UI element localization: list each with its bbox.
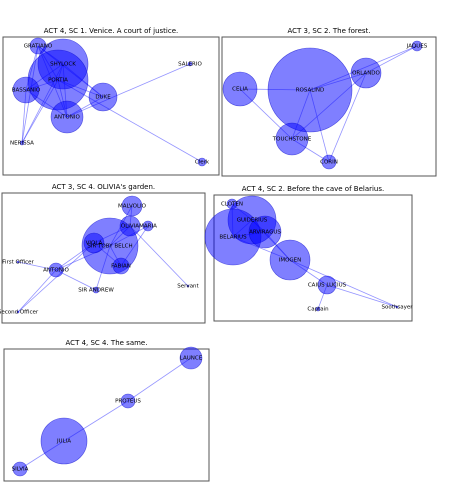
- node-label: Captain: [307, 307, 329, 313]
- node-label: CORIN: [320, 160, 338, 166]
- node-label: NERISSA: [10, 141, 34, 147]
- panel-title: ACT 4, SC 1. Venice. A court of justice.: [44, 27, 178, 35]
- node-label: ANTONIO: [54, 115, 80, 121]
- node: [317, 275, 337, 295]
- node: [395, 305, 399, 309]
- panel-title: ACT 4, SC 2. Before the cave of Belarius…: [242, 185, 385, 193]
- node: [179, 346, 203, 370]
- node: [275, 122, 309, 156]
- node: [142, 220, 154, 232]
- node: [267, 47, 353, 133]
- node-label: SIR ANDREW: [78, 288, 114, 294]
- edge: [127, 357, 192, 402]
- node-label: CLOTEN: [221, 202, 243, 208]
- panel-frame: [213, 194, 413, 322]
- node: [50, 100, 84, 134]
- node-label: LAUNCE: [180, 356, 203, 362]
- node-label: SHYLOCK: [50, 62, 76, 68]
- node-label: BELARIUS: [219, 235, 247, 241]
- node-label: SIR TOBY BELCH: [87, 244, 132, 250]
- node: [48, 262, 64, 278]
- node: [186, 284, 190, 288]
- panel-title: ACT 3, SC 4. OLIVIA's garden.: [52, 183, 155, 191]
- node: [120, 393, 136, 409]
- node-label: MALVOLIO: [118, 204, 147, 210]
- panel-title: ACT 3, SC 2. The forest.: [287, 27, 370, 35]
- node-label: Second Officer: [0, 310, 39, 316]
- node-label: TOUCHSTONE: [272, 137, 312, 143]
- node-label: CAIUS LUCIUS: [308, 283, 347, 289]
- node-label: GRATIANO: [24, 44, 53, 50]
- node: [315, 306, 321, 312]
- edge: [66, 63, 191, 118]
- node-label: ROSALIND: [296, 88, 325, 94]
- panel-frame: [221, 36, 437, 177]
- edge: [55, 269, 97, 291]
- node-label: OLIVIA: [121, 224, 139, 230]
- node-label: MARIA: [139, 224, 157, 230]
- node-label: Servant: [177, 284, 199, 290]
- node-label: GUIDERIUS: [237, 218, 268, 224]
- node: [112, 257, 130, 275]
- node: [197, 157, 207, 167]
- node: [16, 260, 20, 264]
- node: [411, 40, 423, 52]
- node-label: ANTONIO: [43, 268, 69, 274]
- node-label: VIOLA: [86, 241, 103, 247]
- node-label: BASSANIO: [12, 88, 41, 94]
- node-label: ORLANDO: [352, 71, 380, 77]
- node: [19, 140, 25, 146]
- node-label: IMOGEN: [279, 258, 302, 264]
- node-label: JAQUES: [406, 44, 428, 50]
- panel-frame: [2, 36, 220, 176]
- node: [350, 57, 382, 89]
- node-label: PORTIA: [48, 78, 68, 84]
- node-label: JULIA: [56, 439, 71, 445]
- node-label: PROTEUS: [115, 399, 141, 405]
- edge: [17, 269, 57, 313]
- node: [187, 61, 193, 67]
- edge: [328, 72, 367, 163]
- panel-frame: [3, 348, 210, 482]
- node: [12, 76, 40, 104]
- node: [269, 239, 311, 281]
- panel-frame: [1, 192, 206, 324]
- node-label: First Officer: [2, 260, 34, 266]
- edge: [326, 284, 398, 308]
- panel-title: ACT 4, SC 4. The same.: [66, 339, 148, 347]
- node: [92, 286, 100, 294]
- node: [248, 215, 282, 249]
- node-label: DUKE: [95, 95, 111, 101]
- node: [12, 461, 28, 477]
- node: [40, 417, 88, 465]
- node-label: FABIAN: [111, 264, 131, 270]
- node: [222, 71, 258, 107]
- node-label: Soothsayer: [382, 305, 414, 311]
- edge: [129, 225, 189, 287]
- edge: [17, 242, 95, 313]
- node: [16, 310, 20, 314]
- node: [88, 82, 118, 112]
- node-label: SALERIO: [178, 62, 202, 68]
- node-label: CELIA: [232, 87, 248, 93]
- node-label: ARVIRAGUS: [249, 230, 281, 236]
- node-label: SILVIA: [12, 467, 29, 473]
- node: [83, 232, 105, 254]
- node-label: Clerk: [195, 160, 210, 166]
- node: [321, 154, 337, 170]
